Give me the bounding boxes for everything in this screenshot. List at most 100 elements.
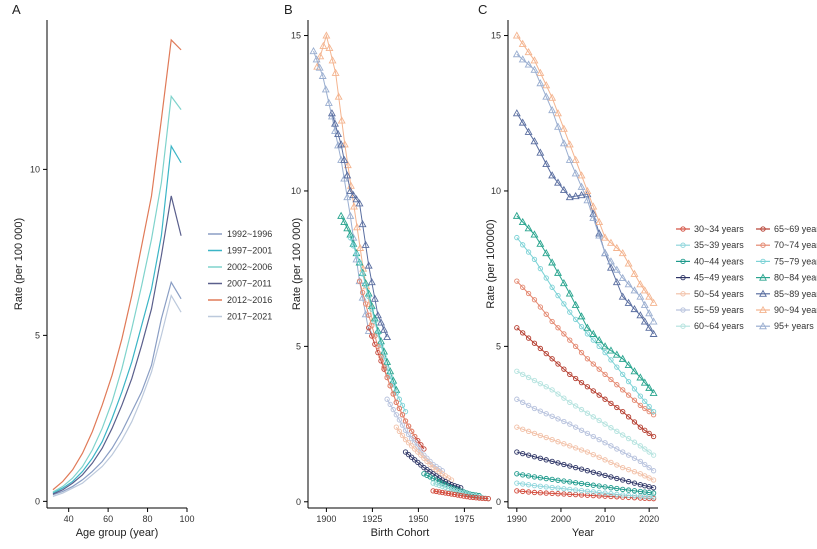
- y-tick-label: 0: [496, 497, 501, 507]
- x-tick-label: 1950: [408, 514, 428, 524]
- series-line: [516, 327, 654, 437]
- data-point: [424, 472, 430, 479]
- data-point: [520, 472, 526, 478]
- data-point: [578, 487, 585, 494]
- data-point: [531, 256, 538, 262]
- data-point: [548, 171, 557, 179]
- data-point: [366, 293, 372, 300]
- data-point: [405, 440, 412, 446]
- data-point: [596, 471, 602, 477]
- legend-marker: [759, 273, 767, 281]
- data-point: [590, 388, 596, 394]
- data-point: [636, 373, 645, 381]
- data-point: [377, 318, 385, 326]
- series-50-54-years: [514, 424, 657, 483]
- data-point: [347, 234, 353, 241]
- data-point: [642, 405, 648, 412]
- data-point: [555, 477, 561, 483]
- data-point: [384, 396, 390, 402]
- data-point: [618, 354, 627, 362]
- data-point: [602, 349, 608, 356]
- data-point: [518, 55, 527, 63]
- data-point: [455, 487, 461, 493]
- data-point: [590, 482, 596, 488]
- series-85-89-years: [512, 109, 658, 337]
- data-point: [359, 271, 366, 277]
- data-point: [571, 192, 580, 200]
- data-point: [325, 43, 334, 51]
- data-point: [418, 452, 424, 458]
- data-point: [316, 52, 325, 60]
- data-point: [608, 485, 614, 491]
- data-point: [572, 464, 579, 471]
- data-point: [455, 488, 461, 495]
- data-point: [561, 461, 567, 468]
- data-point: [399, 432, 406, 439]
- legend-label: 30~34 years: [694, 224, 744, 234]
- series-line: [516, 112, 654, 335]
- data-point: [512, 31, 521, 39]
- data-point: [618, 248, 627, 257]
- data-point: [608, 400, 614, 407]
- data-point: [606, 257, 615, 265]
- data-point: [346, 230, 355, 238]
- legend-label: 40~44 years: [694, 256, 744, 266]
- series-40-44-years: [514, 471, 657, 496]
- series-line: [386, 398, 443, 472]
- data-point: [637, 458, 644, 465]
- data-point: [543, 350, 549, 357]
- data-point: [555, 292, 561, 299]
- data-point: [646, 449, 652, 455]
- data-point: [618, 273, 627, 281]
- series-12: [430, 488, 491, 502]
- data-point: [383, 332, 392, 341]
- data-point: [537, 345, 544, 352]
- data-point: [353, 223, 362, 231]
- data-point: [531, 489, 538, 496]
- series-80-84-years: [512, 211, 658, 397]
- data-point: [620, 477, 626, 483]
- panel-b: B 1900 1925 1950 1975 0 5 10 15 Birth Cohort Rate …: [284, 2, 492, 539]
- data-point: [518, 39, 527, 47]
- data-point: [649, 329, 658, 337]
- data-point: [620, 486, 626, 493]
- data-point: [514, 424, 520, 430]
- data-point: [418, 462, 424, 468]
- data-point: [584, 430, 591, 437]
- data-point: [624, 360, 633, 369]
- data-point: [561, 441, 567, 447]
- data-point: [537, 432, 544, 439]
- data-point: [412, 440, 418, 446]
- y-tick-label: 10: [291, 186, 301, 196]
- data-point: [625, 435, 632, 442]
- data-point: [583, 323, 592, 331]
- data-point: [324, 98, 333, 106]
- series-2002-2006: [52, 94, 182, 493]
- data-point: [584, 468, 591, 474]
- data-point: [620, 408, 626, 415]
- series-95-years: [512, 50, 658, 325]
- data-point: [645, 383, 654, 391]
- data-point: [614, 462, 620, 468]
- data-point: [536, 148, 545, 156]
- data-point: [424, 455, 430, 461]
- x-tick-label: 1925: [362, 514, 382, 524]
- data-point: [631, 455, 638, 461]
- y-tick-label: 5: [296, 341, 301, 351]
- data-point: [555, 391, 561, 397]
- data-point: [518, 118, 527, 126]
- data-point: [536, 68, 545, 76]
- data-point: [543, 490, 549, 496]
- data-point: [561, 478, 567, 484]
- data-point: [590, 451, 596, 458]
- data-point: [583, 186, 592, 194]
- x-axis-title: Year: [572, 527, 595, 539]
- data-point: [572, 375, 579, 382]
- data-point: [445, 485, 452, 491]
- legend-label: 2012~2016: [227, 295, 272, 305]
- x-tick-label: 40: [64, 514, 74, 524]
- legend-marker: [759, 305, 767, 314]
- series-2: [327, 109, 392, 341]
- data-point: [525, 290, 532, 297]
